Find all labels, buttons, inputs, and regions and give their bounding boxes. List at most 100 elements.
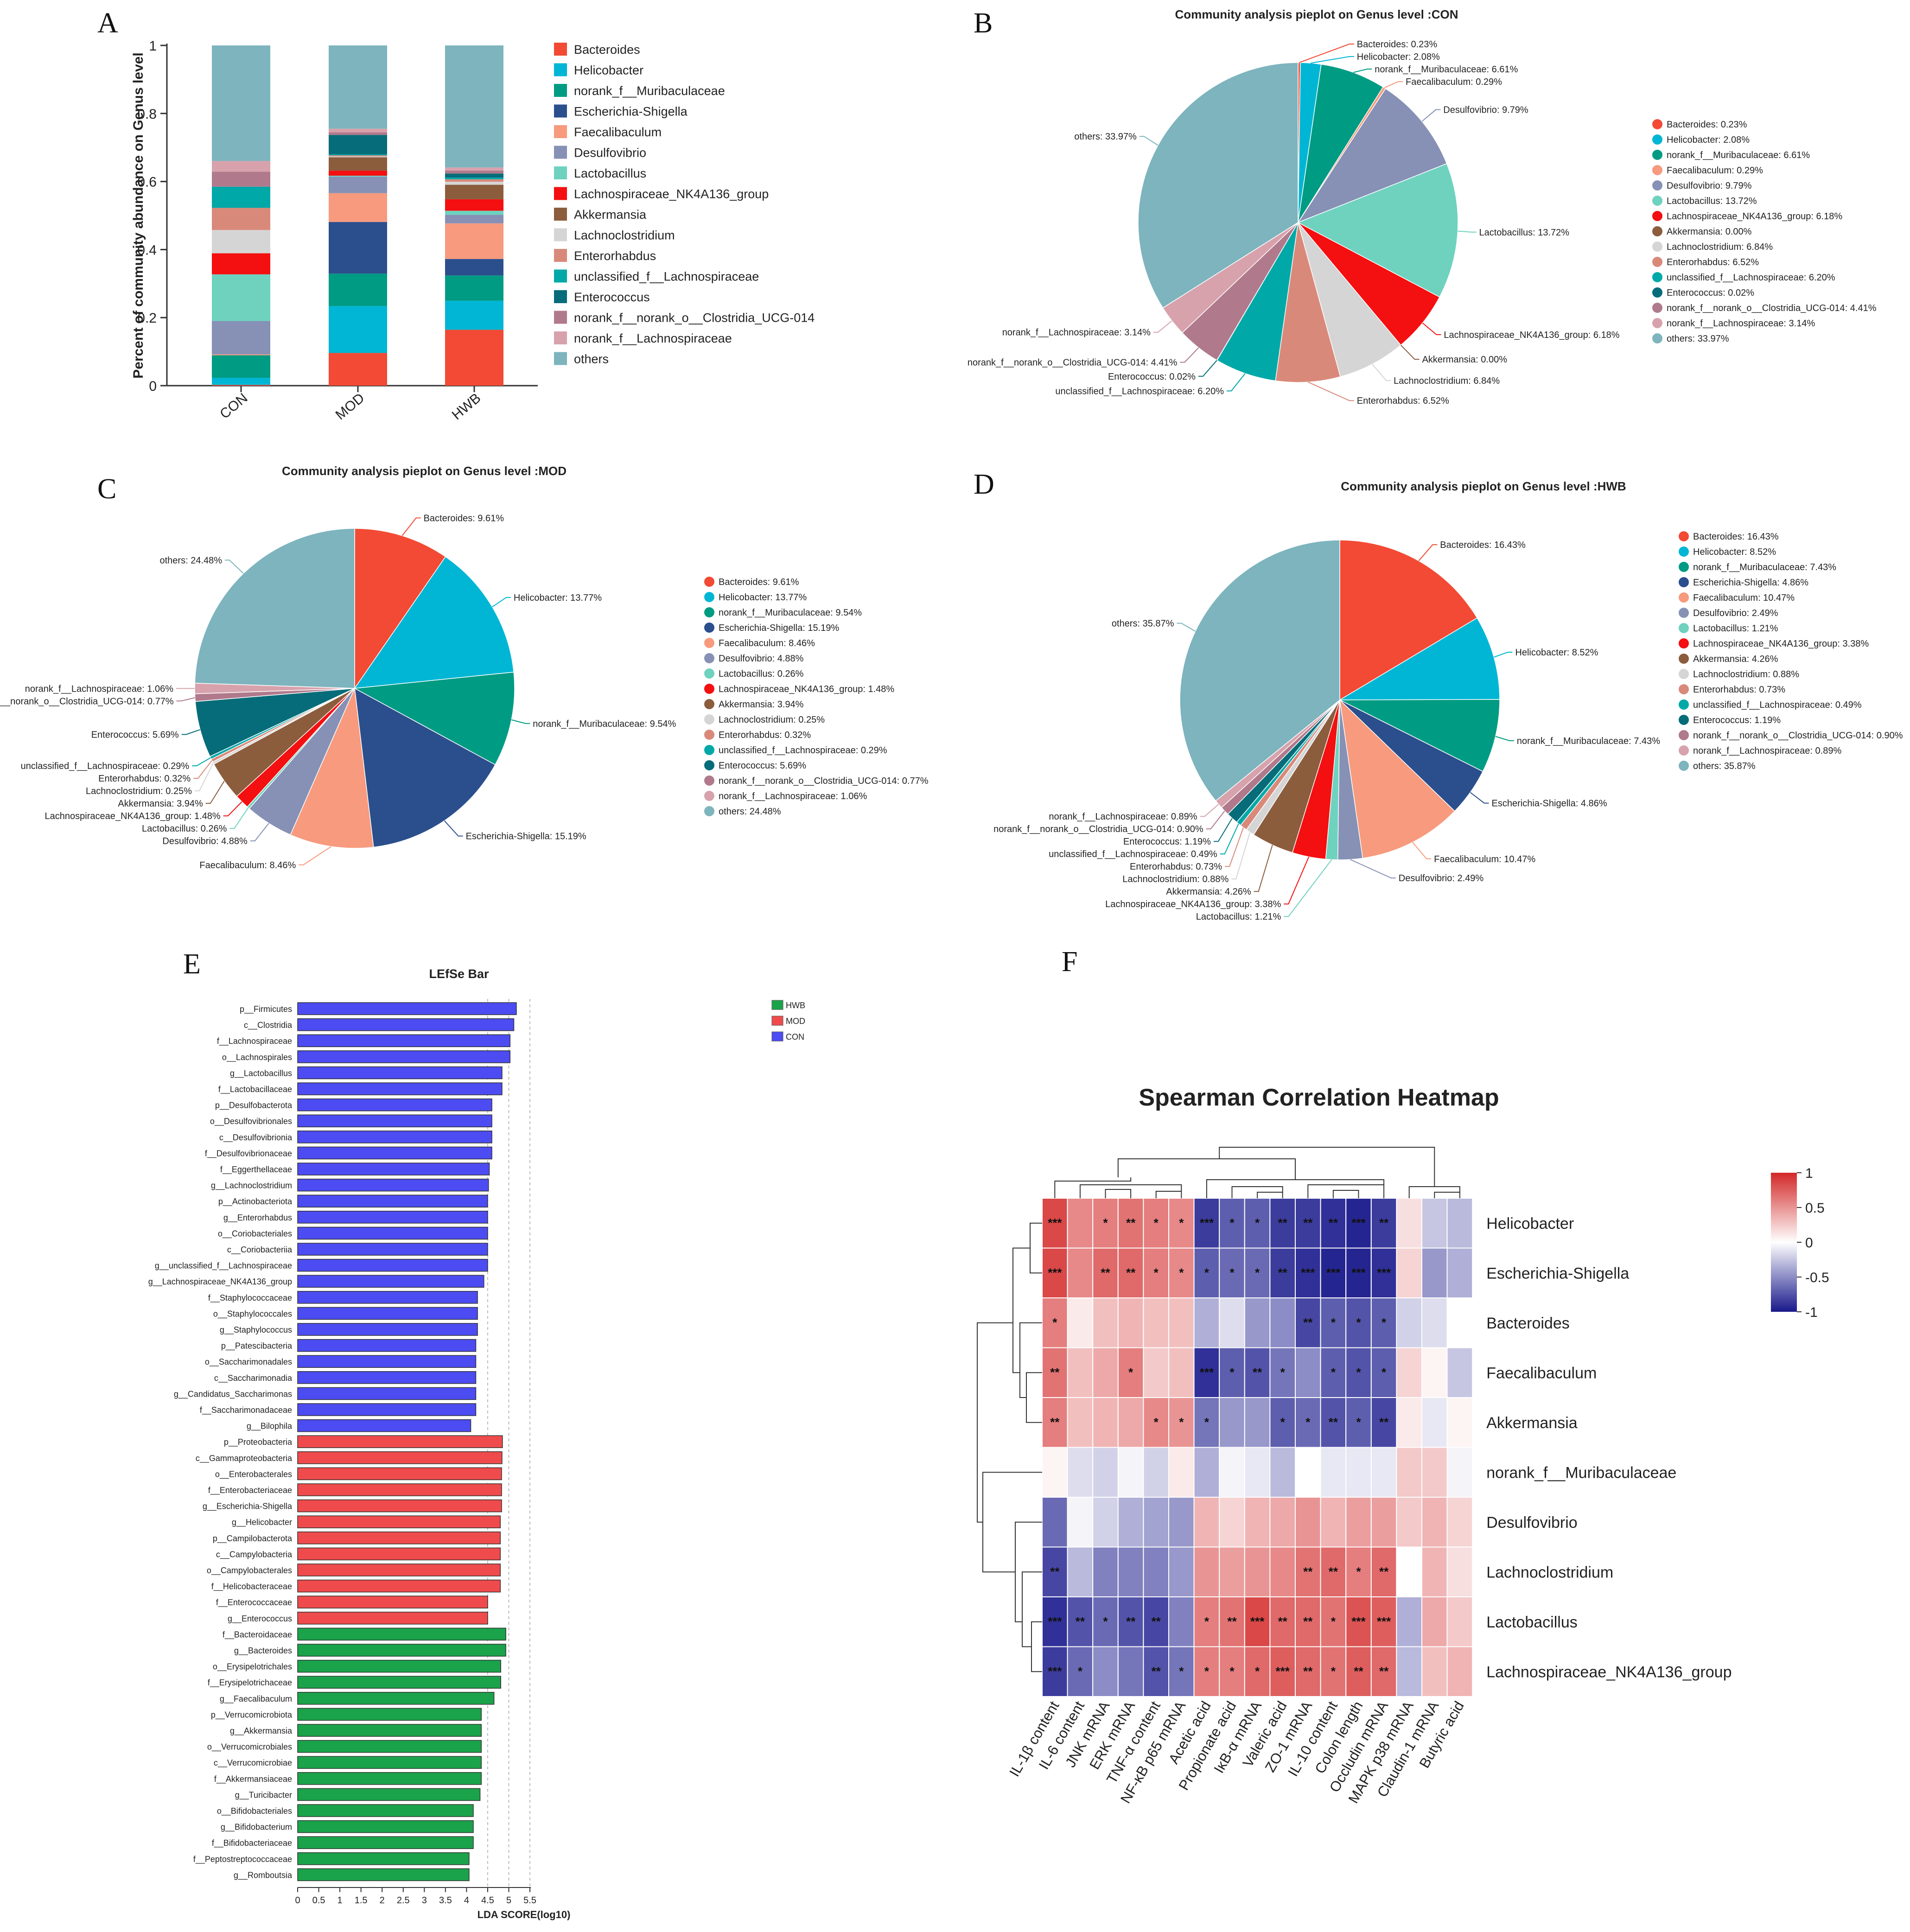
pie-slice-d-norank-f-muribaculaceae — [1339, 699, 1500, 772]
bar-segment-mod-escherichia-shigella — [329, 222, 387, 274]
sig-star: * — [1280, 1415, 1286, 1429]
lefse-bar-c-saccharimonadia — [297, 1371, 477, 1384]
legend-swatch-bacteroides — [554, 43, 567, 56]
lefse-bar-g-unclassified-f-lachnospiraceae — [297, 1258, 488, 1272]
slice-label-b-others: others: 33.97% — [1074, 132, 1137, 142]
bar-segment-con-helicobacter — [212, 378, 270, 385]
heat-cell-bacteroides-il-1-content — [1042, 1297, 1068, 1348]
sig-star: ** — [1303, 1216, 1313, 1230]
heat-cell-bacteroides-occludin-mrna — [1370, 1297, 1397, 1348]
sig-star: *** — [1200, 1365, 1214, 1379]
sig-star: * — [1255, 1664, 1260, 1678]
lefse-bar-label-o-staphylococcales: o__Staphylococcales — [213, 1309, 292, 1319]
colorbar — [1771, 1173, 1797, 1312]
heat-cell-akkermansia-propionate-acid — [1219, 1397, 1245, 1448]
leader-line — [223, 801, 242, 817]
lefse-bar-o-coriobacteriales — [297, 1227, 488, 1240]
pie-legend-label-b-helicobacter: Helicobacter: 2.08% — [1667, 135, 1750, 145]
heat-cell-bacteroides-erk-mrna — [1117, 1297, 1144, 1348]
lefse-bar-c-verrucomicrobiae — [297, 1756, 482, 1769]
pie-legend-label-c-norank-f-lachnospiraceae: norank_f__Lachnospiraceae: 1.06% — [719, 791, 867, 801]
lefse-bar-label-c-clostridia: c__Clostridia — [244, 1021, 293, 1030]
pie-slice-c-escherichia-shigella — [354, 687, 496, 848]
lefse-bar-label-o-enterobacterales: o__Enterobacterales — [215, 1469, 292, 1479]
slice-label-c-lactobacillus: Lactobacillus: 0.26% — [142, 824, 227, 834]
lefse-bar-label-g-lactobacillus: g__Lactobacillus — [230, 1068, 292, 1078]
pie-legend-dot-b-enterococcus — [1652, 287, 1662, 298]
lefse-bar-f-enterobacteriaceae — [297, 1483, 502, 1496]
heat-cell-lactobacillus-occludin-mrna — [1370, 1596, 1397, 1647]
lefse-bar-label-c-campylobacteria: c__Campylobacteria — [216, 1550, 293, 1559]
heat-cell-norank-f-muribaculaceae-butyric-acid — [1446, 1447, 1473, 1498]
leader-line — [1213, 818, 1233, 842]
slice-label-d-helicobacter: Helicobacter: 8.52% — [1515, 648, 1598, 658]
lefse-bar-c-clostridia — [297, 1018, 515, 1031]
heat-cell-lachnoclostridium-tnf-content — [1143, 1546, 1169, 1597]
lefse-bar-p-firmicutes — [297, 1002, 517, 1015]
lefse-bar-label-g-lachnospiraceae-nk4a136-group: g__Lachnospiraceae_NK4A136_group — [148, 1277, 292, 1287]
lefse-bar-f-akkermansiaceae — [297, 1772, 482, 1785]
lefse-bar-g-bacteroides — [297, 1644, 506, 1657]
leader-line — [1180, 347, 1199, 363]
x-tick-label: 4.5 — [481, 1895, 494, 1906]
leader-line — [1470, 792, 1489, 804]
heat-cell-norank-f-muribaculaceae-i-b-mrna — [1244, 1447, 1271, 1498]
heat-cell-escherichia-shigella-mapk-p38-mrna — [1396, 1247, 1422, 1298]
heat-cell-bacteroides-valeric-acid — [1269, 1297, 1296, 1348]
heat-cell-desulfovibrio-occludin-mrna — [1370, 1497, 1397, 1548]
slice-label-c-akkermansia: Akkermansia: 3.94% — [118, 799, 203, 809]
pie-legend-dot-c-others — [704, 806, 714, 816]
leader-line — [1225, 827, 1244, 867]
row-dendrogram-branch — [1022, 1571, 1042, 1647]
heat-cell-desulfovibrio-jnk-mrna — [1092, 1497, 1119, 1548]
pie-slice-d-others — [1179, 540, 1340, 801]
pie-legend-label-d-enterorhabdus: Enterorhabdus: 0.73% — [1693, 685, 1785, 695]
slice-label-d-akkermansia: Akkermansia: 4.26% — [1166, 887, 1251, 897]
heat-cell-helicobacter-occludin-mrna — [1370, 1198, 1397, 1249]
heat-cell-lachnoclostridium-claudin-1-mrna — [1421, 1546, 1448, 1597]
heat-cell-lactobacillus-nf-b-p65-mrna — [1168, 1596, 1195, 1647]
bar-segment-hwb-escherichia-shigella — [445, 259, 503, 276]
heat-cell-desulfovibrio-tnf-content — [1143, 1497, 1169, 1548]
slice-label-b-lachnoclostridium: Lachnoclostridium: 6.84% — [1394, 376, 1500, 386]
pie-legend-label-d-faecalibaculum: Faecalibaculum: 10.47% — [1693, 593, 1795, 603]
panel-e-lefse-bar: E LEfSe Bar p__Firmicutes c__Clostridia f__L… — [148, 948, 805, 1920]
panel-label-a: A — [97, 7, 118, 39]
pie-legend-dot-c-lactobacillus — [704, 668, 714, 679]
sig-star: * — [1103, 1216, 1108, 1230]
pie-legend-label-b-enterorhabdus: Enterorhabdus: 6.52% — [1667, 257, 1759, 267]
pie-slice-c-norank-f-muribaculaceae — [353, 672, 515, 765]
sig-star: *** — [1351, 1614, 1366, 1628]
pie-legend-label-b-others: others: 33.97% — [1667, 334, 1729, 344]
pie-legend-label-b-norank-f-norank-o-clostridia-ucg-014: norank_f__norank_o__Clostridia_UCG-014: … — [1667, 303, 1877, 313]
pie-legend-dot-c-lachnoclostridium — [704, 714, 714, 724]
col-dendrogram-branch — [1105, 1189, 1132, 1198]
bar-segment-hwb-desulfovibrio — [445, 215, 503, 223]
lefse-bar-f-saccharimonadaceae — [297, 1403, 477, 1416]
lefse-bar-label-g-escherichia-shigella: g__Escherichia-Shigella — [203, 1502, 293, 1512]
leader-line — [194, 763, 214, 792]
heat-cell-bacteroides-mapk-p38-mrna — [1396, 1297, 1422, 1348]
legend-swatch-faecalibaculum — [554, 125, 567, 138]
lefse-bar-label-f-enterobacteriaceae: f__Enterobacteriaceae — [208, 1486, 292, 1495]
leader-line — [1308, 381, 1354, 401]
y-tick-label: 1 — [149, 38, 157, 54]
bar-segment-hwb-others — [445, 45, 503, 168]
bar-segment-mod-desulfovibrio — [329, 176, 387, 193]
heat-cell-desulfovibrio-il-1-content — [1042, 1497, 1068, 1548]
legend-label-enterorhabdus: Enterorhabdus — [574, 249, 656, 263]
heat-cell-desulfovibrio-mapk-p38-mrna — [1396, 1497, 1422, 1548]
pie-legend-label-d-norank-f-muribaculaceae: norank_f__Muribaculaceae: 7.43% — [1693, 562, 1836, 572]
y-tick-label: 0 — [149, 379, 157, 394]
lefse-bar-g-romboutsia — [297, 1868, 470, 1881]
pie-legend-label-d-desulfovibrio: Desulfovibrio: 2.49% — [1693, 608, 1778, 618]
bar-segment-mod-enterococcus — [329, 135, 387, 154]
slice-label-d-enterococcus: Enterococcus: 1.19% — [1123, 837, 1211, 847]
heat-cell-lachnoclostridium-jnk-mrna — [1092, 1546, 1119, 1597]
pie-legend-dot-c-lachnospiraceae-nk4a136-group — [704, 684, 714, 694]
lefse-bar-label-p-patescibacteria: p__Patescibacteria — [221, 1341, 293, 1351]
leader-line — [1412, 842, 1432, 859]
lefse-bar-label-f-desulfovibrionaceae: f__Desulfovibrionaceae — [205, 1149, 292, 1158]
heat-cell-faecalibaculum-il-10-content — [1320, 1347, 1347, 1398]
sig-star: * — [1331, 1664, 1336, 1678]
